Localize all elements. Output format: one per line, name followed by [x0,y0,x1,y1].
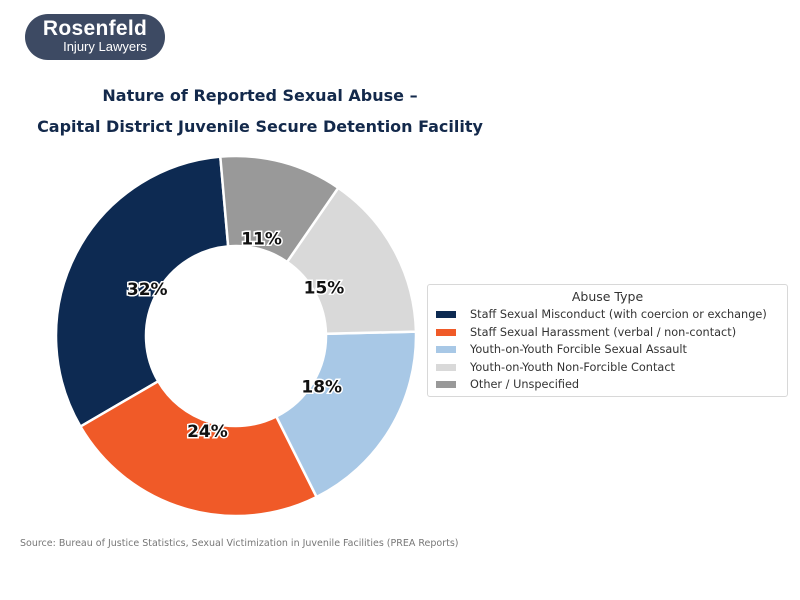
legend-item: Other / Unspecified [428,376,787,394]
logo-name: Rosenfeld [42,17,148,40]
donut-slice [274,330,418,499]
slice-percent-label: 18% [301,378,342,398]
legend-label: Staff Sexual Misconduct (with coercion o… [470,308,767,322]
slice-percent-label: 11% [241,229,282,249]
legend-title: Abuse Type [571,289,644,304]
logo-tagline: Injury Lawyers [63,39,147,54]
legend-label: Other / Unspecified [470,378,580,392]
legend-item: Youth-on-Youth Non-Forcible Contact [428,359,787,377]
legend-label: Youth-on-Youth Non-Forcible Contact [470,360,675,374]
logo: Rosenfeld Injury Lawyers [25,14,165,60]
legend-swatch [436,381,456,389]
donut-slice [78,379,319,518]
legend-swatch [436,328,456,336]
legend: Abuse Type Staff Sexual Misconduct (with… [427,284,788,397]
chart-title-line-2: Capital District Juvenile Secure Detenti… [37,117,483,136]
slice-percent-label: 32% [127,280,168,300]
legend-swatch [436,311,456,319]
donut-slice [285,186,418,336]
legend-label: Staff Sexual Harassment (verbal / non-co… [470,325,737,339]
legend-item: Staff Sexual Misconduct (with coercion o… [428,306,787,324]
legend-swatch [436,346,456,354]
donut-slice [54,155,230,429]
legend-swatch [436,363,456,371]
slice-percent-label: 24% [187,422,228,442]
legend-item: Staff Sexual Harassment (verbal / non-co… [428,324,787,342]
source-note: Source: Bureau of Justice Statistics, Se… [20,538,459,549]
legend-item: Youth-on-Youth Forcible Sexual Assault [428,341,787,359]
chart-title-line-1: Nature of Reported Sexual Abuse – [102,86,418,105]
legend-label: Youth-on-Youth Forcible Sexual Assault [470,343,687,357]
donut-slice [218,154,340,264]
slice-percent-label: 15% [304,278,345,298]
